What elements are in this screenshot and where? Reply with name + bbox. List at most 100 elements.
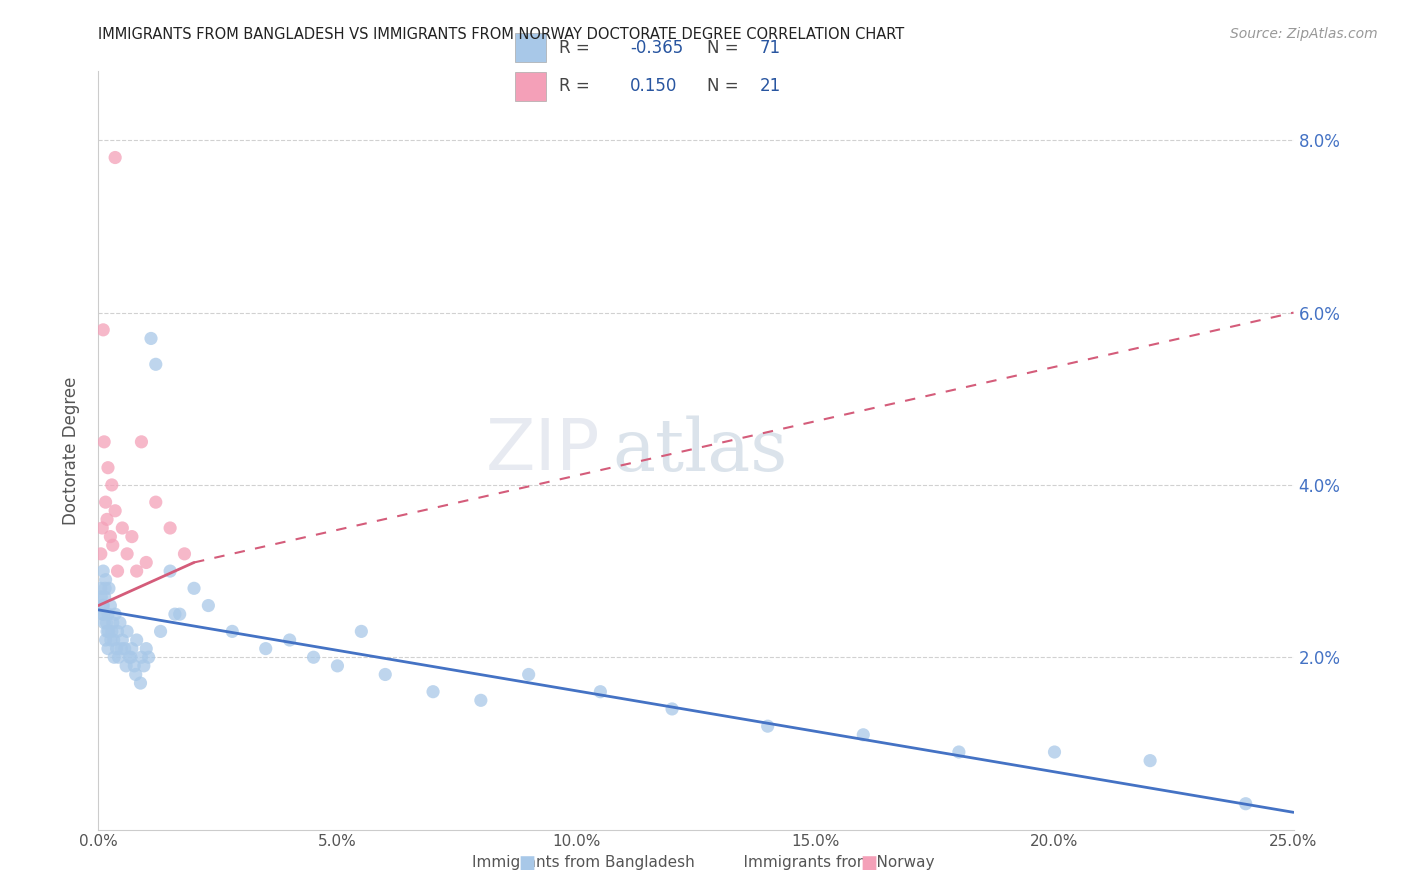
Point [97, 641, 120, 656]
Point [159, 521, 181, 535]
Text: Source: ZipAtlas.com: Source: ZipAtlas.com [1230, 27, 1378, 41]
Point [108, 615, 131, 630]
Point [91, 599, 114, 613]
Point [350, 624, 373, 639]
Point [254, 641, 277, 656]
Point [101, 538, 124, 552]
Point [302, 650, 325, 665]
Point [121, 641, 143, 656]
Point [101, 624, 124, 639]
Point [104, 151, 127, 165]
Point [100, 633, 122, 648]
Point [96, 624, 118, 639]
Point [121, 530, 143, 544]
Point [104, 504, 127, 518]
Point [105, 641, 128, 656]
Point [98, 530, 122, 544]
Point [93, 434, 115, 449]
Text: 71: 71 [759, 38, 780, 56]
Point [94, 582, 117, 596]
Point [94, 495, 117, 509]
Point [135, 641, 157, 656]
Point [93, 590, 115, 604]
Point [101, 615, 124, 630]
Point [91, 599, 114, 613]
Point [173, 547, 195, 561]
Y-axis label: Doctorate Degree: Doctorate Degree [62, 376, 80, 524]
Point [90, 582, 112, 596]
Point [131, 434, 153, 449]
FancyBboxPatch shape [516, 33, 547, 62]
Point [1234, 797, 1257, 811]
Point [1043, 745, 1066, 759]
Point [163, 607, 186, 622]
Point [90, 547, 112, 561]
Point [115, 624, 138, 639]
Point [101, 478, 124, 492]
Point [470, 693, 492, 707]
Text: R =: R = [558, 38, 589, 56]
Point [107, 624, 129, 639]
Text: 21: 21 [759, 78, 782, 95]
Point [97, 582, 120, 596]
Point [422, 684, 444, 698]
Point [139, 331, 162, 345]
Point [169, 607, 191, 622]
Text: ■: ■ [860, 854, 877, 871]
Point [91, 607, 114, 622]
Point [197, 599, 219, 613]
Point [183, 582, 205, 596]
Point [97, 607, 120, 622]
Point [115, 658, 138, 673]
Text: N =: N = [707, 78, 738, 95]
Text: 0.150: 0.150 [630, 78, 678, 95]
Point [96, 512, 118, 526]
Text: R =: R = [558, 78, 589, 95]
Point [97, 624, 120, 639]
Point [103, 650, 125, 665]
Text: IMMIGRANTS FROM BANGLADESH VS IMMIGRANTS FROM NORWAY DOCTORATE DEGREE CORRELATIO: IMMIGRANTS FROM BANGLADESH VS IMMIGRANTS… [98, 27, 904, 42]
Point [661, 702, 683, 716]
Point [91, 521, 114, 535]
Point [93, 607, 115, 622]
Point [107, 650, 129, 665]
Point [104, 607, 127, 622]
Point [756, 719, 779, 733]
Point [221, 624, 243, 639]
Text: ■: ■ [519, 854, 536, 871]
Point [132, 658, 155, 673]
Point [159, 564, 181, 578]
Point [125, 633, 148, 648]
Point [110, 641, 132, 656]
Point [114, 641, 136, 656]
Point [103, 633, 125, 648]
Point [111, 633, 134, 648]
Point [149, 624, 172, 639]
Point [94, 573, 117, 587]
Point [589, 684, 612, 698]
Point [131, 650, 153, 665]
Point [374, 667, 396, 681]
Point [93, 615, 115, 630]
Point [115, 547, 138, 561]
Point [98, 599, 122, 613]
Text: atlas: atlas [613, 415, 787, 486]
Point [145, 357, 167, 371]
FancyBboxPatch shape [516, 71, 547, 101]
Point [118, 650, 141, 665]
Point [1139, 754, 1161, 768]
Point [948, 745, 970, 759]
Point [125, 667, 148, 681]
Point [94, 633, 117, 648]
Point [129, 676, 152, 690]
Point [124, 658, 146, 673]
Text: ZIP: ZIP [486, 416, 600, 485]
Point [278, 633, 301, 648]
Point [326, 658, 349, 673]
Point [125, 564, 148, 578]
Point [91, 564, 114, 578]
Point [135, 556, 157, 570]
Point [145, 495, 167, 509]
Point [120, 650, 142, 665]
Text: N =: N = [707, 38, 738, 56]
